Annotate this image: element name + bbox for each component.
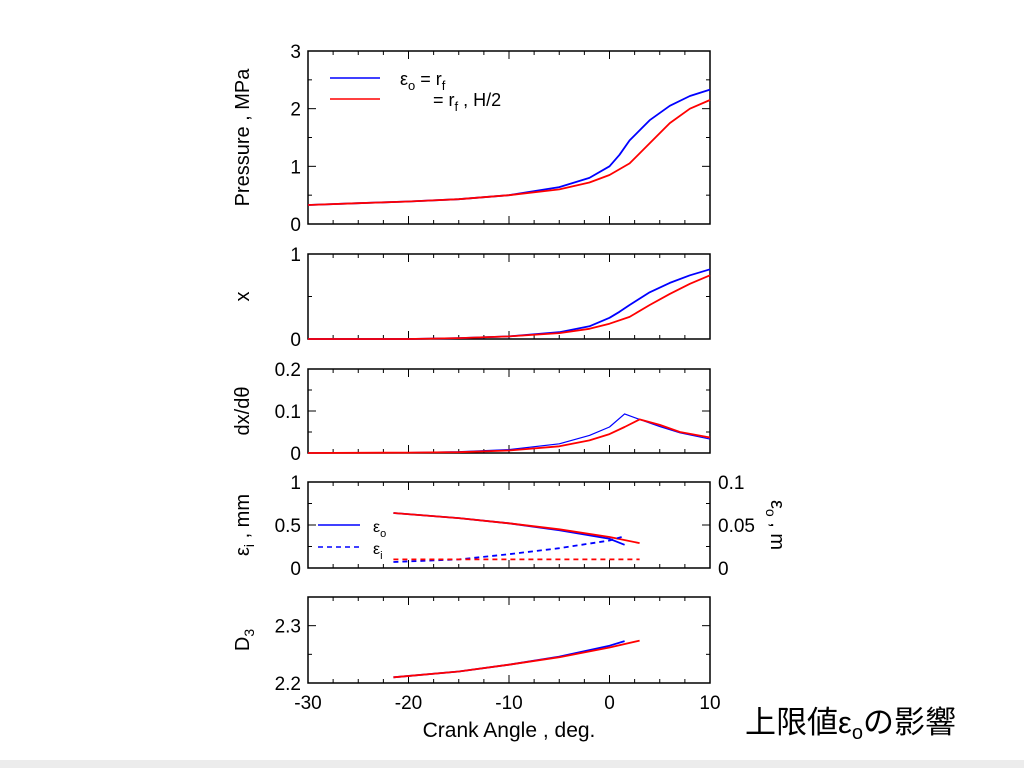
x-tick-label: 10	[699, 693, 720, 714]
y-axis-label: D3	[232, 629, 257, 651]
y-tick-label: 1	[290, 245, 301, 266]
y-tick-label: 1	[290, 473, 301, 494]
y-tick-label: 0	[290, 215, 301, 236]
red-series-line	[393, 512, 640, 544]
y2-tick-label: 0	[718, 559, 729, 580]
y-tick-label: 0.1	[275, 402, 301, 423]
x-tick-label: 0	[604, 693, 615, 714]
blue-series-line	[393, 512, 625, 546]
red-series-line	[393, 639, 640, 679]
y-tick-label: 3	[290, 42, 301, 63]
y-tick-label: 2.2	[275, 674, 301, 695]
blue-series-line	[307, 88, 711, 206]
y-tick-label: 2.3	[275, 617, 301, 638]
red-series-line	[307, 418, 711, 454]
blue-dashed-series-line	[393, 535, 625, 563]
y2-tick-label: 0.1	[718, 473, 744, 494]
red-series-line	[308, 274, 711, 340]
y-axis-label: Pressure , MPa	[232, 68, 254, 207]
plot-frame	[307, 368, 711, 454]
legend-label: εo = rf	[400, 69, 446, 93]
plot-frame	[307, 596, 711, 684]
red-series-line	[307, 99, 711, 206]
plot-frame	[307, 481, 711, 569]
y-axis-label: x	[232, 292, 254, 302]
plot-frame	[307, 50, 711, 225]
y-tick-label: 0	[290, 330, 301, 351]
x-tick-label: -10	[495, 693, 522, 714]
x-tick-label: -20	[395, 693, 422, 714]
y-tick-label: 0.2	[275, 360, 301, 381]
x-axis-label: Crank Angle , deg.	[423, 719, 596, 742]
legend-label: εi	[373, 541, 383, 562]
x-tick-label: -30	[294, 693, 321, 714]
y2-axis-label: εo , m	[763, 500, 788, 550]
y-tick-label: 0	[290, 444, 301, 465]
y-tick-label: 0	[290, 559, 301, 580]
slide-caption: 上限値εoの影響	[745, 705, 956, 744]
plot-frame	[307, 253, 711, 340]
bottom-divider	[0, 760, 1024, 768]
y-tick-label: 0.5	[275, 516, 301, 537]
y-axis-label: εi , mm	[232, 494, 257, 556]
y-tick-label: 2	[290, 100, 301, 121]
y2-tick-label: 0.05	[718, 516, 755, 537]
y-tick-label: 1	[290, 157, 301, 178]
y-axis-label: dx/dθ	[232, 387, 254, 436]
blue-series-line	[393, 640, 625, 679]
legend-label: = rf , H/2	[433, 90, 501, 114]
legend-label: εo	[373, 519, 386, 540]
